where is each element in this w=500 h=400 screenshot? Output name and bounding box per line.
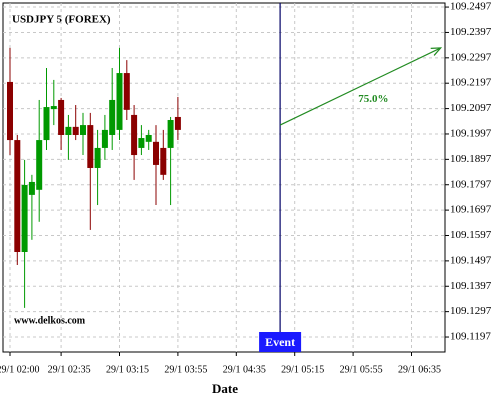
candle-body [145, 134, 152, 142]
y-tick-label: 109.1497 [450, 254, 492, 266]
x-tick-label: 29/1 05:15 [281, 364, 324, 375]
candle-body [72, 126, 79, 135]
candle-body [87, 125, 94, 168]
candle-body [21, 184, 28, 252]
y-tick-label: 109.2297 [450, 51, 492, 63]
candle-body [14, 140, 21, 252]
event-label: Event [265, 335, 295, 349]
y-tick-label: 109.1397 [450, 280, 492, 292]
candle-body [94, 147, 101, 168]
candle-body [58, 99, 65, 135]
y-tick-label: 109.1597 [450, 229, 492, 241]
y-tick-label: 109.2197 [450, 77, 492, 89]
prediction-arrow [279, 47, 441, 126]
candle-body [101, 129, 108, 148]
candle-body [174, 116, 181, 130]
candle-body [153, 141, 159, 165]
x-tick-label: 29/1 02:00 [0, 364, 40, 375]
candle-body [36, 140, 43, 190]
candle-body [116, 73, 123, 130]
watermark: www.delkos.com [14, 315, 86, 326]
arrow-head [430, 47, 443, 56]
candle-body [123, 73, 130, 110]
y-tick-label: 109.1897 [450, 153, 492, 165]
x-axis-label: Date [212, 381, 238, 396]
y-tick-label: 109.2397 [450, 26, 492, 38]
candle-body [7, 81, 13, 141]
plot-frame [2, 2, 446, 353]
x-tick-label: 29/1 04:35 [223, 364, 266, 375]
candle-body [43, 107, 50, 141]
y-tick-label: 109.1797 [450, 178, 492, 190]
y-tick-label: 109.1697 [450, 204, 492, 216]
y-tick-label: 109.2497 [450, 1, 492, 13]
y-tick-label: 109.1997 [450, 128, 492, 140]
x-tick-label: 29/1 03:55 [164, 364, 207, 375]
x-tick-label: 29/1 06:35 [398, 364, 441, 375]
candle-body [167, 120, 174, 148]
y-tick-label: 109.2097 [450, 102, 492, 114]
candle-body [65, 126, 72, 135]
candle-body [28, 181, 35, 195]
chart-title: USDJPY 5 (FOREX) [12, 14, 111, 26]
candle-body [80, 125, 86, 135]
x-tick-label: 29/1 05:55 [340, 364, 383, 375]
x-tick-label: 29/1 03:15 [106, 364, 149, 375]
candle-body [160, 147, 167, 175]
candle-body [50, 106, 57, 110]
candle-body [109, 99, 116, 135]
y-tick-label: 109.1297 [450, 305, 492, 317]
candle-body [138, 138, 145, 148]
candle-body [131, 114, 138, 156]
prediction-label: 75.0% [358, 93, 388, 105]
event-box [259, 332, 302, 352]
x-tick-label: 29/1 02:35 [48, 364, 91, 375]
y-tick-label: 109.1197 [450, 331, 491, 343]
